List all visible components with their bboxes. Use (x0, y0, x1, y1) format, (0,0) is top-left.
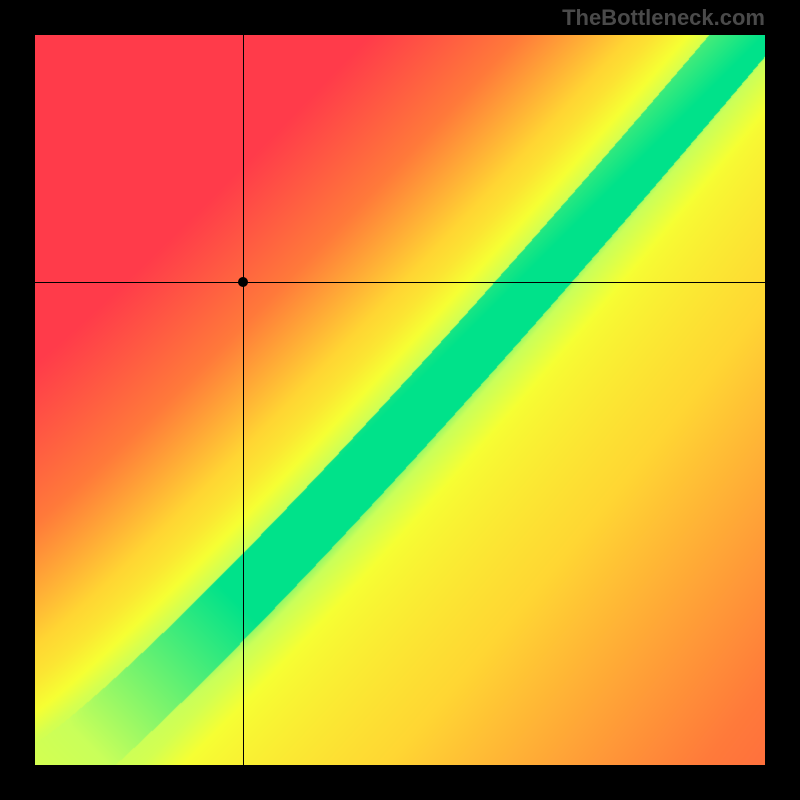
heatmap-plot-area (35, 35, 765, 765)
heatmap-canvas (35, 35, 765, 765)
chart-frame: TheBottleneck.com (0, 0, 800, 800)
watermark-text: TheBottleneck.com (562, 5, 765, 31)
crosshair-vertical (243, 35, 244, 765)
data-point-marker (238, 277, 248, 287)
crosshair-horizontal (35, 282, 765, 283)
